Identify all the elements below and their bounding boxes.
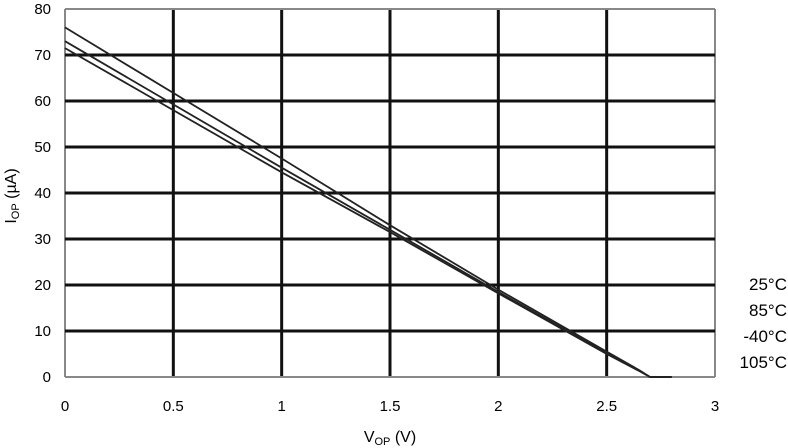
x-tick-label: 0: [61, 398, 69, 415]
y-tick-label: 20: [34, 277, 51, 294]
grid: [64, 8, 716, 378]
legend: 25°C 85°C -40°C 105°C: [740, 275, 787, 372]
y-tick-label: 30: [34, 231, 51, 248]
series-line-1: [64, 26, 672, 378]
x-tick-label: 1.5: [380, 398, 401, 415]
y-axis-label: IOP (µA): [3, 168, 22, 223]
y-tick-labels: 0 10 20 30 40 50 60 70 80: [34, 1, 51, 386]
x-tick-label: 0.5: [163, 398, 184, 415]
x-axis-label: VOP (V): [364, 429, 416, 448]
x-tick-label: 2: [494, 398, 502, 415]
x-tick-label: 3: [711, 398, 719, 415]
legend-label: 85°C: [749, 301, 787, 320]
y-axis-label-main: I: [3, 219, 20, 223]
legend-label: -40°C: [743, 327, 787, 346]
series-line-3: [64, 47, 672, 378]
y-tick-label: 50: [34, 139, 51, 156]
y-tick-label: 10: [34, 323, 51, 340]
series-lines: [64, 26, 672, 378]
y-tick-label: 80: [34, 1, 51, 18]
y-axis-label-unit: (µA): [3, 168, 20, 203]
series-line-2: [64, 40, 672, 378]
y-tick-label: 70: [34, 47, 51, 64]
y-tick-label: 60: [34, 93, 51, 110]
legend-label: 25°C: [749, 275, 787, 294]
x-axis-label-sub: OP: [374, 436, 390, 448]
x-tick-labels: 0 0.5 1 1.5 2 2.5 3: [61, 398, 719, 415]
x-axis-label-unit: (V): [390, 429, 416, 446]
y-axis-label-sub: OP: [10, 203, 22, 219]
x-tick-label: 2.5: [596, 398, 617, 415]
x-axis-label-main: V: [364, 429, 375, 446]
legend-label: 105°C: [740, 353, 787, 372]
y-tick-label: 40: [34, 185, 51, 202]
x-tick-label: 1: [277, 398, 285, 415]
y-tick-label: 0: [43, 369, 51, 386]
